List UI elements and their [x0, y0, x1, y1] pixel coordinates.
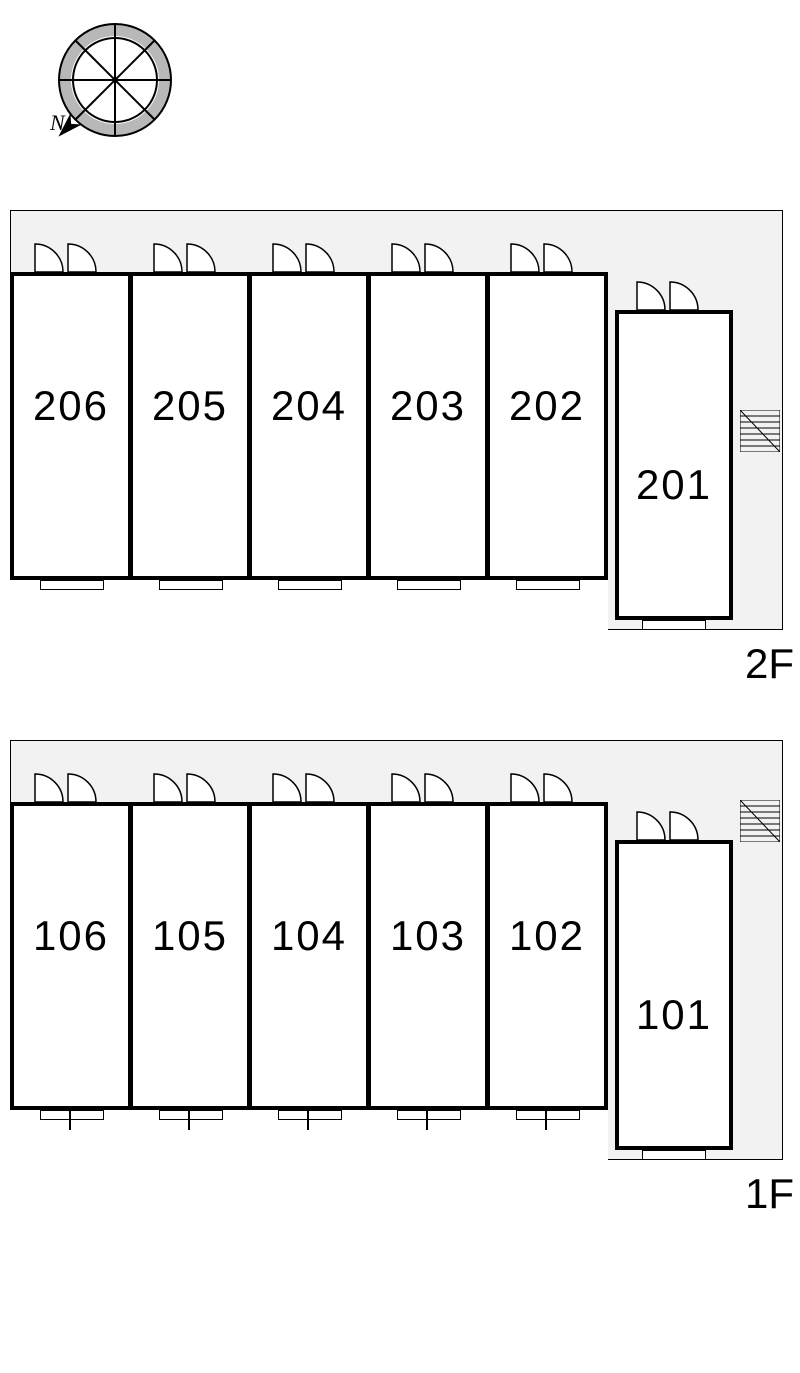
- balcony: [40, 580, 104, 590]
- unit-label: 201: [636, 461, 712, 509]
- unit-label: 206: [33, 382, 109, 430]
- balcony: [159, 580, 223, 590]
- unit-label: 104: [271, 912, 347, 960]
- unit-label: 106: [33, 912, 109, 960]
- unit-label: 203: [390, 382, 466, 430]
- unit-label: 103: [390, 912, 466, 960]
- doors-2f: [10, 210, 790, 330]
- stairs-icon: [740, 410, 780, 452]
- unit-label: 102: [509, 912, 585, 960]
- balcony: [278, 580, 342, 590]
- unit-label: 202: [509, 382, 585, 430]
- unit-label: 105: [152, 912, 228, 960]
- balcony: [516, 580, 580, 590]
- stairs-icon: [740, 800, 780, 842]
- unit-101: 101: [615, 840, 733, 1150]
- balcony: [642, 1150, 706, 1160]
- unit-label: 204: [271, 382, 347, 430]
- floor-2-label: 2F: [745, 640, 794, 688]
- unit-label: 205: [152, 382, 228, 430]
- floor-1-label: 1F: [745, 1170, 794, 1218]
- compass-rose: N: [30, 15, 180, 165]
- balcony: [397, 580, 461, 590]
- doors-1f: [10, 740, 790, 860]
- unit-201: 201: [615, 310, 733, 620]
- compass-north-label: N: [49, 110, 66, 135]
- balcony: [642, 620, 706, 630]
- unit-label: 101: [636, 991, 712, 1039]
- ground-marks: [10, 1110, 610, 1140]
